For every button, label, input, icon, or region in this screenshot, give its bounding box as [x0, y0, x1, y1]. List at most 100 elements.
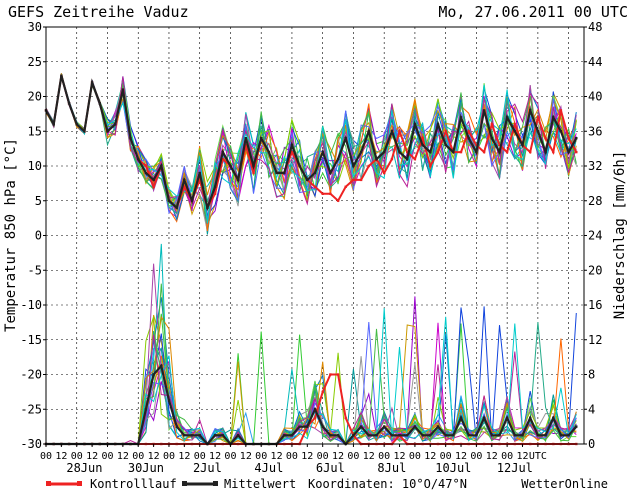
mean-point [198, 171, 201, 175]
mean-point [152, 373, 155, 376]
control-point [359, 178, 363, 182]
mean-point [83, 130, 86, 133]
control-point [313, 185, 317, 188]
hour-tick-label: 12 [271, 451, 283, 462]
mean-point [221, 434, 224, 437]
mean-point [313, 171, 317, 175]
mean-point [75, 123, 78, 126]
run-date: Mo, 27.06.2011 00 UTC [438, 3, 628, 21]
mean-point [344, 137, 347, 140]
right-axis-label: Niederschlag [mm/6h] [612, 151, 628, 320]
left-tick-label: 5 [35, 194, 42, 208]
left-axis-label: Temperatur 850 hPa [°C] [3, 138, 19, 332]
date-tick-label: 6Jul [316, 461, 345, 475]
control-point [436, 150, 440, 154]
mean-point [329, 171, 332, 175]
mean-point [505, 116, 509, 119]
control-point [552, 150, 555, 154]
hour-tick-label: 12 [455, 451, 467, 462]
control-point [244, 143, 247, 147]
control-point [467, 130, 470, 133]
hour-tick-label: 12 [240, 451, 252, 462]
mean-point [236, 178, 240, 182]
mean-point [206, 206, 209, 209]
right-tick-label: 28 [588, 194, 602, 208]
hour-tick-label: 00 [378, 451, 390, 462]
right-tick-label: 16 [588, 298, 602, 312]
mean-point [306, 178, 309, 182]
mean-point [213, 185, 217, 188]
mean-point [429, 434, 432, 437]
control-point [321, 390, 324, 394]
mean-point [559, 434, 563, 437]
mean-point [436, 123, 440, 126]
control-point [444, 130, 447, 133]
hour-tick-label: 00 [317, 451, 329, 462]
mean-point [283, 434, 286, 437]
date-tick-label: 8Jul [377, 461, 406, 475]
mean-point [183, 178, 186, 182]
right-tick-label: 40 [588, 90, 602, 104]
hour-tick-label: 12 [516, 451, 528, 462]
date-tick-label: 28Jun [66, 461, 102, 475]
mean-point [529, 109, 532, 112]
mean-point [98, 102, 101, 105]
hour-tick-label: 00 [71, 451, 83, 462]
mean-point [236, 434, 240, 437]
mean-point [90, 81, 94, 84]
control-point [198, 178, 201, 182]
mean-point [544, 150, 547, 154]
control-point [536, 116, 540, 119]
mean-point [467, 137, 470, 140]
mean-point [359, 150, 363, 154]
mean-point [452, 150, 455, 154]
mean-point [290, 434, 294, 437]
mean-point [490, 137, 493, 140]
mean-point [198, 434, 201, 437]
mean-point [298, 164, 301, 168]
left-tick-label: 25 [28, 55, 42, 69]
mean-point [367, 130, 370, 133]
mean-point [398, 150, 401, 154]
mean-point [482, 109, 486, 112]
right-tick-label: 44 [588, 55, 602, 69]
precip-member-line [46, 338, 577, 445]
hour-tick-label: 00 [40, 451, 52, 462]
control-point [429, 164, 432, 168]
mean-point [552, 416, 555, 420]
control-point [459, 150, 463, 154]
control-point [321, 192, 324, 195]
mean-point [575, 425, 578, 428]
mean-point [359, 425, 363, 428]
control-point [482, 150, 486, 154]
mean-point [144, 408, 148, 411]
mean-point [275, 171, 278, 175]
mean-point [575, 137, 578, 140]
right-tick-label: 20 [588, 263, 602, 277]
hour-tick-label: 12 [363, 451, 375, 462]
mean-point [260, 137, 263, 140]
mean-point [521, 143, 524, 147]
mean-point [183, 434, 186, 437]
control-point [383, 171, 386, 175]
precip-member-line [46, 338, 577, 445]
control-point [144, 164, 148, 168]
right-tick-label: 4 [588, 402, 595, 416]
date-tick-label: 4Jul [254, 461, 283, 475]
left-tick-label: -25 [20, 402, 42, 416]
control-point [544, 137, 547, 140]
precip-member-line [46, 314, 577, 445]
mean-point [513, 130, 516, 133]
mean-point [144, 171, 148, 175]
mean-point [436, 425, 440, 428]
mean-point [444, 143, 447, 147]
mean-point [306, 425, 309, 428]
control-point [498, 143, 501, 147]
mean-point [152, 178, 155, 182]
mean-point [321, 425, 324, 428]
left-tick-label: -10 [20, 298, 42, 312]
mean-point [398, 434, 401, 437]
left-tick-label: 30 [28, 20, 42, 34]
control-point [367, 164, 370, 168]
